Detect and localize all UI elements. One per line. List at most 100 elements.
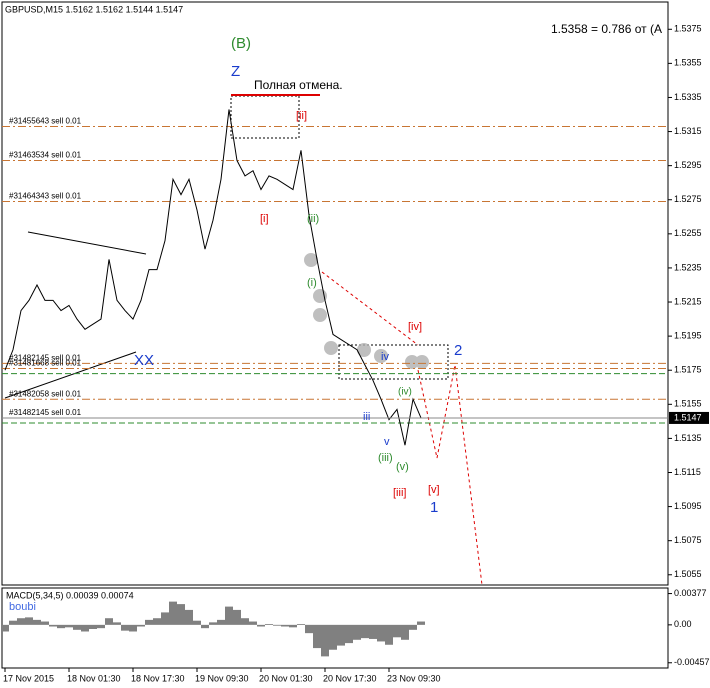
y-tick-label: 1.5155 <box>674 399 702 409</box>
trendline <box>27 231 147 255</box>
y-tick-label: 0.00 <box>674 619 692 629</box>
y-tick-label: 1.5355 <box>674 58 702 68</box>
wave-label: (ii) <box>307 213 319 225</box>
macd-bar <box>49 624 57 627</box>
macd-bar <box>233 609 241 625</box>
macd-bar <box>97 624 105 629</box>
x-tick-label: 17 Nov 2015 <box>3 673 54 683</box>
macd-bar <box>353 624 361 640</box>
price-box <box>669 411 709 424</box>
marker <box>374 349 388 363</box>
order-label: #31464343 sell 0.01 <box>9 192 82 201</box>
y-tick-label: 1.5275 <box>674 194 702 204</box>
macd-bar <box>9 620 17 625</box>
macd-bar <box>329 624 337 650</box>
wave-label: 2 <box>454 342 462 359</box>
macd-bar <box>33 619 41 625</box>
macd-bar <box>201 624 209 629</box>
y-tick-label: 1.5195 <box>674 330 702 340</box>
watermark: boubi <box>9 601 36 613</box>
wave-label: [iii] <box>393 487 406 499</box>
forecast <box>321 271 419 346</box>
wave-label: [ii] <box>296 110 307 122</box>
marker <box>357 343 371 357</box>
trendline <box>4 351 137 399</box>
y-tick-label: 1.5115 <box>674 467 701 477</box>
macd-bar <box>321 624 329 657</box>
macd-bar <box>281 624 289 627</box>
order-label: #31482058 sell 0.01 <box>9 389 82 398</box>
wave-label: v <box>384 436 390 448</box>
y-tick-label: 1.5075 <box>674 535 702 545</box>
macd-bar <box>345 624 353 644</box>
wave-label: 1 <box>430 499 438 516</box>
marker <box>415 355 429 369</box>
wave-label: Z <box>231 63 240 80</box>
order-label: #31482145 sell 0.01 <box>9 354 82 363</box>
wave-label: iii <box>363 411 370 423</box>
macd-bar <box>217 619 225 625</box>
macd-bar <box>193 620 201 625</box>
macd-bar <box>57 624 65 629</box>
macd-bar <box>305 624 313 634</box>
wave-label: (B) <box>231 35 251 52</box>
macd-bar <box>113 622 121 625</box>
macd-bar <box>393 624 401 638</box>
marker <box>405 355 419 369</box>
macd-bar <box>225 606 233 625</box>
macd-bar <box>297 624 305 625</box>
x-tick-label: 19 Nov 09:30 <box>195 673 249 683</box>
macd-bar <box>1 624 9 632</box>
marker <box>324 341 338 355</box>
macd-bar <box>385 624 393 645</box>
wave-label: (v) <box>396 461 409 473</box>
y-tick-label: 1.5255 <box>674 228 702 238</box>
last-price: 1.5147 <box>674 412 702 422</box>
wave-label: iv <box>381 351 389 363</box>
info-text: 1.5358 = 0.786 от (А <box>551 22 662 36</box>
wave-label: [i] <box>260 213 269 225</box>
price-panel <box>1 1 669 586</box>
y-tick-label: 1.5135 <box>674 433 702 443</box>
y-tick-label: 1.5335 <box>674 92 702 102</box>
macd-bar <box>377 624 385 642</box>
wave-label: (iv) <box>398 387 412 398</box>
macd-bar <box>105 618 113 625</box>
marker <box>313 308 327 322</box>
macd-bar <box>17 618 25 625</box>
macd-title: MACD(5,34,5) 0.00039 0.00074 <box>6 590 134 600</box>
macd-bar <box>161 612 169 625</box>
x-tick-label: 18 Nov 01:30 <box>67 673 121 683</box>
macd-bar <box>409 624 417 630</box>
order-label: #31482145 sell 0.01 <box>9 408 82 417</box>
y-tick-label: 1.5055 <box>674 569 702 579</box>
x-tick-label: 23 Nov 09:30 <box>387 673 441 683</box>
y-tick-label: 1.5375 <box>674 24 702 34</box>
box <box>338 344 449 380</box>
x-tick-label: 18 Nov 17:30 <box>131 673 185 683</box>
x-tick-label: 20 Nov 01:30 <box>259 673 313 683</box>
macd-bar <box>129 624 137 632</box>
macd-bar <box>337 624 345 646</box>
x-tick-label: 20 Nov 17:30 <box>323 673 377 683</box>
macd-bar <box>361 624 369 639</box>
macd-bar <box>209 622 217 625</box>
price-line <box>4 109 422 446</box>
macd-bar <box>185 609 193 625</box>
macd-bar <box>145 619 153 625</box>
markers <box>304 253 429 369</box>
macd-bar <box>313 624 321 649</box>
macd-bar <box>65 624 73 628</box>
wave-label: Полная отмена. <box>254 78 343 92</box>
y-tick-label: -0.00457 <box>674 657 710 667</box>
macd-bar <box>25 617 33 625</box>
y-tick-label: 1.5315 <box>674 126 702 136</box>
macd-bar <box>73 624 81 630</box>
macd-bar <box>369 624 377 639</box>
macd-bar <box>121 624 129 631</box>
marker <box>304 253 318 267</box>
y-tick-label: 1.5175 <box>674 365 702 375</box>
order-label: #31463534 sell 0.01 <box>9 151 82 160</box>
